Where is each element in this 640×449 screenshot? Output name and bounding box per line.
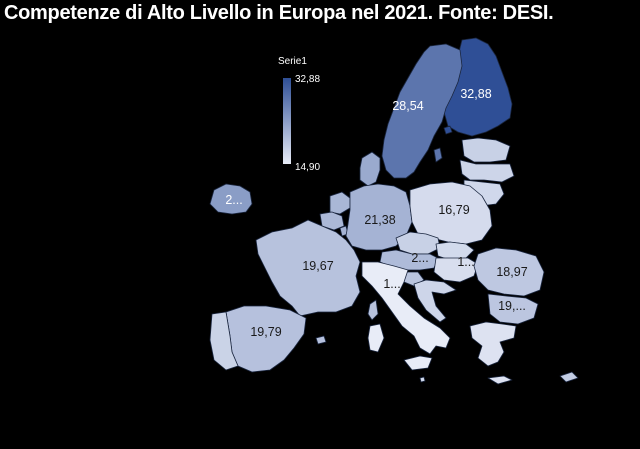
region-slovakia[interactable] xyxy=(435,241,475,261)
region-malta[interactable] xyxy=(419,376,426,383)
region-cyprus[interactable] xyxy=(559,371,579,383)
label-poland: 16,79 xyxy=(438,203,469,217)
label-bulgaria: 19,... xyxy=(498,299,526,313)
region-corsica[interactable] xyxy=(367,299,379,321)
label-finland: 32,88 xyxy=(460,87,491,101)
region-france[interactable] xyxy=(255,219,361,317)
label-hungary: 1... xyxy=(457,255,474,269)
legend-color-bar xyxy=(283,78,291,164)
region-crete[interactable] xyxy=(487,375,513,385)
color-legend: Serie1 32,88 14,90 xyxy=(278,56,320,173)
region-gotland[interactable] xyxy=(433,147,443,163)
region-sweden[interactable] xyxy=(381,43,463,179)
region-latvia[interactable] xyxy=(459,159,515,183)
region-netherlands[interactable] xyxy=(329,191,351,215)
region-sicily[interactable] xyxy=(403,355,433,371)
region-bulgaria[interactable] xyxy=(487,293,539,325)
legend-series-name: Serie1 xyxy=(278,56,307,67)
region-estonia[interactable] xyxy=(461,137,511,163)
region-croatia[interactable] xyxy=(413,279,457,323)
map-title: Competenze di Alto Livello in Europa nel… xyxy=(4,2,554,24)
region-aland[interactable] xyxy=(443,125,453,135)
label-sweden: 28,54 xyxy=(392,99,423,113)
value-labels: 32,88 28,54 2... 21,38 16,79 19,67 19,79… xyxy=(225,87,527,339)
label-france: 19,67 xyxy=(302,259,333,273)
region-romania[interactable] xyxy=(473,247,545,297)
legend-max-label: 32,88 xyxy=(295,74,320,85)
label-romania: 18,97 xyxy=(496,265,527,279)
label-italy: 1... xyxy=(383,277,400,291)
label-ireland: 2... xyxy=(225,193,242,207)
region-balearic[interactable] xyxy=(315,335,327,345)
label-spain: 19,79 xyxy=(250,325,281,339)
region-sardinia[interactable] xyxy=(367,323,385,353)
label-austria: 2... xyxy=(411,251,428,265)
legend-min-label: 14,90 xyxy=(295,162,320,173)
region-spain[interactable] xyxy=(225,305,307,373)
region-hungary[interactable] xyxy=(433,257,479,283)
region-denmark[interactable] xyxy=(359,151,381,187)
region-ireland[interactable] xyxy=(209,183,253,215)
label-germany: 21,38 xyxy=(364,213,395,227)
region-greece[interactable] xyxy=(469,321,517,367)
region-portugal[interactable] xyxy=(209,311,239,371)
region-poland[interactable] xyxy=(409,181,493,245)
region-italy[interactable] xyxy=(361,261,451,355)
